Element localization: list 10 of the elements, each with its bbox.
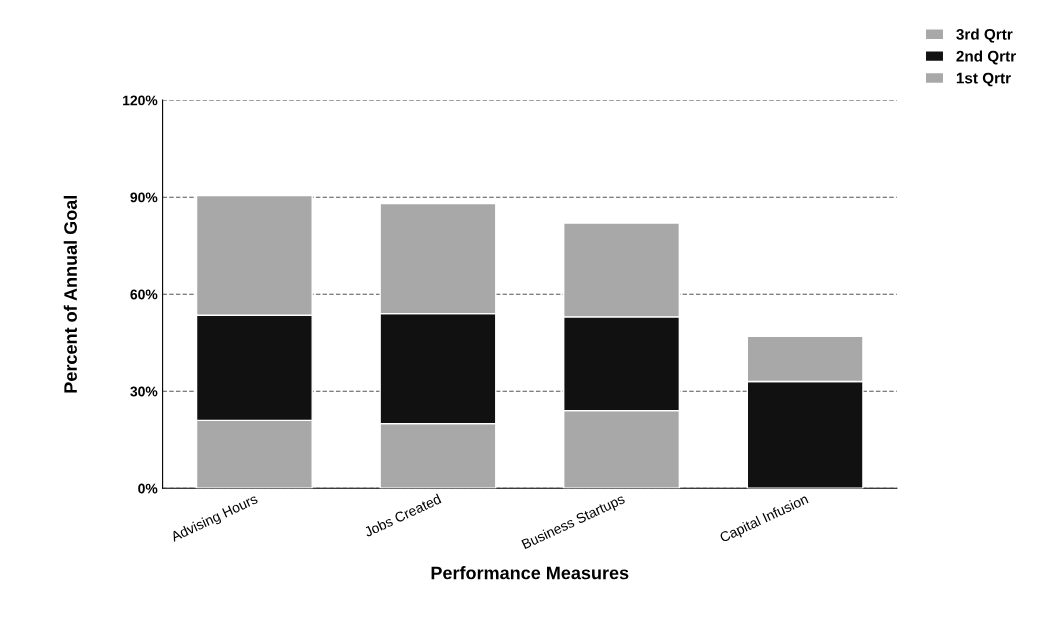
y-tick-label: 0% [138, 483, 158, 494]
x-axis-title: Performance Measures [431, 566, 629, 580]
y-tick-label: 120% [123, 95, 158, 106]
y-tick-label: 30% [130, 386, 158, 397]
y-tick-label: 60% [130, 289, 158, 300]
y-tick-label: 90% [130, 192, 158, 203]
legend-label: 2nd Qrtr [956, 50, 1016, 65]
legend-label: 3rd Qrtr [956, 28, 1013, 43]
y-axis-title: Percent of Annual Goal [63, 196, 77, 393]
legend-label: 1st Qrtr [956, 72, 1011, 87]
